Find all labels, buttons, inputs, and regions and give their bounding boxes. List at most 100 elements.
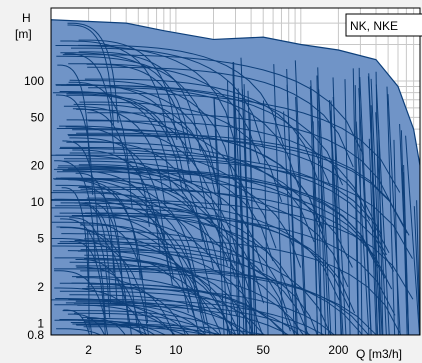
pump-curve	[86, 229, 90, 330]
pump-curve	[72, 149, 161, 250]
series-badge-label: NK, NKE	[350, 19, 398, 33]
pump-curve	[56, 94, 94, 195]
pump-curve	[68, 91, 173, 193]
pump-curve	[51, 238, 149, 335]
pump-curve	[67, 24, 114, 125]
pump-curve-tail	[227, 80, 233, 335]
y-tick-label: 50	[31, 110, 45, 124]
pump-curve-tail	[378, 129, 384, 335]
pump-curve	[60, 218, 106, 319]
pump-curve	[68, 135, 410, 236]
pump-curve	[57, 243, 309, 335]
pump-curve-tail	[375, 71, 381, 335]
x-tick-label: 10	[169, 343, 183, 357]
pump-curve	[86, 286, 265, 335]
pump-curves	[51, 22, 420, 335]
pump-curve	[72, 129, 323, 230]
pump-curve	[52, 190, 212, 291]
pump-curve-tail	[332, 96, 347, 335]
pump-curve	[71, 47, 264, 149]
pump-curve	[65, 302, 312, 335]
pump-curve-tail	[375, 84, 390, 335]
pump-curve	[76, 132, 408, 234]
pump-curve	[78, 187, 124, 288]
pump-curve	[62, 140, 99, 241]
series-badge: NK, NKE	[345, 13, 422, 37]
pump-curve-tail	[232, 62, 239, 335]
pump-curve	[59, 148, 277, 249]
y-tick-label: 0.8	[27, 328, 44, 342]
pump-curve	[87, 230, 291, 332]
pump-curve	[74, 312, 218, 335]
pump-curve	[69, 137, 166, 238]
pump-curve-tail	[316, 75, 322, 335]
pump-curve-tail	[370, 78, 383, 335]
pump-curve	[77, 304, 290, 335]
y-tick-label: 20	[31, 159, 45, 173]
y-tick-label: 10	[31, 195, 45, 209]
y-tick-label: 5	[37, 232, 44, 246]
pump-curve-tail	[295, 96, 306, 335]
pump-curve-tail	[344, 79, 351, 335]
pump-curve	[53, 178, 175, 279]
pump-curve	[86, 212, 356, 314]
y-axis-label: H	[22, 11, 31, 25]
pump-curve-tail	[355, 121, 370, 335]
pump-curve	[80, 212, 203, 314]
plot-frame	[50, 7, 421, 336]
pump-curve	[86, 63, 190, 165]
pump-curve-tail	[386, 86, 396, 335]
pump-curve-tail	[310, 80, 323, 335]
pump-curve-tail	[329, 110, 344, 335]
pump-curve-tail	[405, 135, 420, 335]
pump-curve	[75, 324, 224, 335]
pump-curve-tail	[249, 112, 256, 335]
pump-curve	[73, 140, 204, 242]
pump-curve	[54, 268, 378, 335]
pump-curve	[69, 165, 236, 266]
pump-curve	[68, 179, 141, 280]
pump-curve-tail	[262, 100, 269, 335]
pump-curve	[87, 318, 206, 335]
pump-curve	[88, 120, 371, 221]
pump-curve	[79, 204, 112, 305]
pump-curve	[66, 83, 193, 185]
pump-curve	[60, 146, 329, 248]
pump-curve	[82, 316, 126, 335]
pump-curve	[78, 44, 284, 146]
pump-curve	[69, 261, 222, 335]
y-tick-labels: 0.81 2 5 10 20 50 100	[24, 74, 44, 342]
y-tick-label: 100	[24, 74, 44, 88]
pump-curve	[63, 105, 166, 207]
pump-curve	[63, 160, 274, 262]
pump-curve	[68, 298, 326, 335]
x-axis-label: Q [m3/h]	[356, 347, 402, 361]
pump-curve	[87, 112, 397, 213]
pump-curve-tail	[368, 138, 377, 335]
pump-curve-tail	[370, 105, 378, 335]
pump-curve	[74, 240, 211, 335]
pump-curve	[84, 254, 200, 335]
pump-curve-tail	[393, 139, 399, 335]
pump-curve	[87, 259, 232, 335]
pump-curve	[55, 154, 387, 256]
pump-curve-tail	[213, 99, 225, 335]
pump-curve	[76, 108, 208, 210]
pump-curve	[66, 94, 217, 196]
pump-curve	[77, 250, 296, 335]
pump-curve-tail	[318, 89, 332, 335]
pump-curve-tail	[399, 123, 410, 335]
pump-curve-tail	[241, 89, 254, 335]
pump-curve	[70, 322, 149, 335]
pump-curve	[80, 224, 206, 325]
pump-curve-tail	[352, 68, 359, 335]
pump-curve	[61, 187, 89, 288]
pump-curve-tail	[387, 94, 401, 335]
pump-curve	[87, 66, 354, 168]
pump-curve	[75, 265, 363, 335]
pump-curve	[51, 299, 254, 335]
pump-curve	[57, 64, 90, 165]
pump-curve	[60, 202, 293, 303]
x-tick-label: 5	[135, 343, 142, 357]
